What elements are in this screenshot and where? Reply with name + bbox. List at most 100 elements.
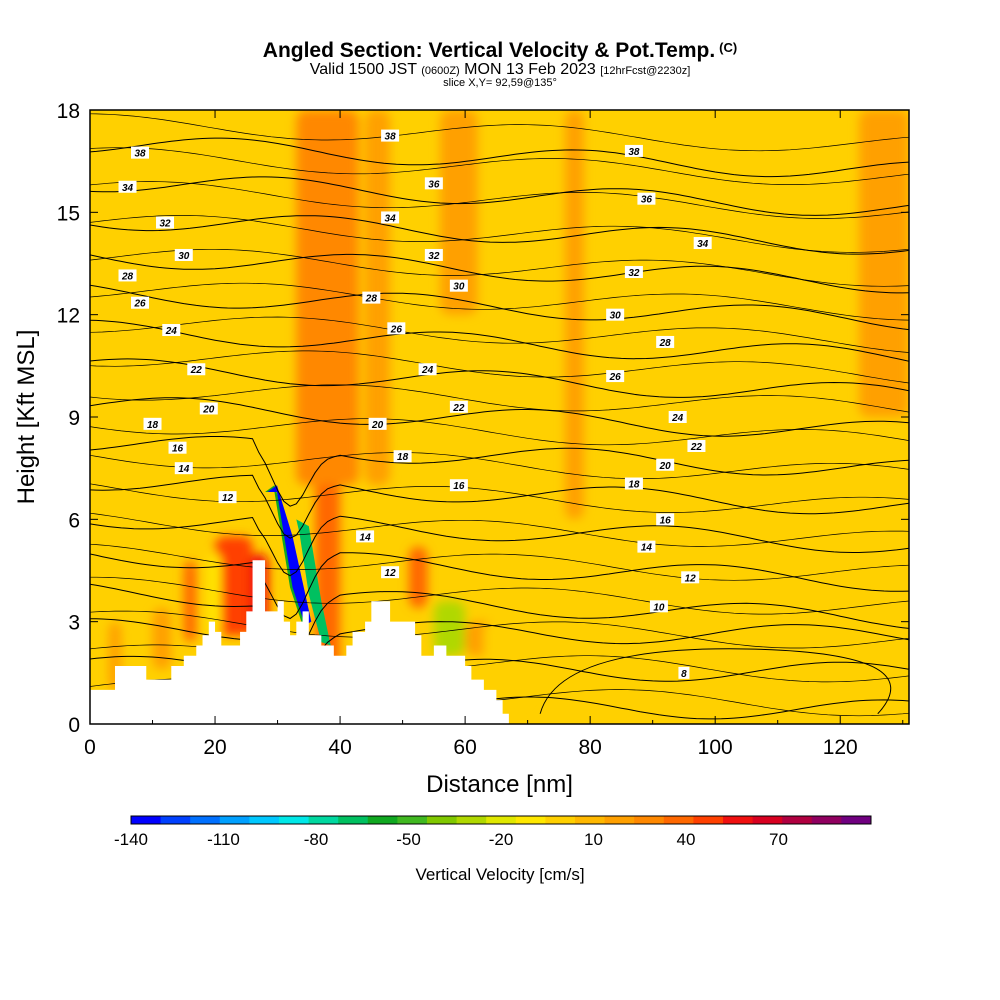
isentrope-line: [90, 215, 909, 255]
isentrope-line: [90, 358, 909, 398]
velocity-cell: [858, 110, 909, 417]
contour-label: 36: [428, 179, 440, 190]
contour-label: 32: [159, 219, 171, 230]
contour-label: 12: [222, 493, 234, 504]
velocity-cell: [627, 212, 647, 520]
x-tick-label: 100: [698, 736, 733, 759]
colorbar-swatch: [308, 816, 339, 824]
isentrope-line: [90, 515, 909, 577]
x-tick-label: 40: [328, 736, 351, 759]
isentrope-line: [90, 512, 909, 547]
contour-label: 30: [453, 282, 465, 293]
contour-label: 36: [641, 195, 653, 206]
isentrope-line: [90, 176, 909, 216]
colorbar-tick-label: -80: [304, 830, 329, 849]
contour-label-bg: [668, 411, 687, 423]
contour-label: 16: [660, 515, 672, 526]
y-tick-label: 15: [57, 202, 80, 225]
isentrope-line: [90, 137, 909, 178]
plot-area: 38 34 32 30 28 26 24 22 20 18 16 14 12 38 36 34 32 30 28 26…: [90, 110, 909, 724]
colorbar-tick-label: 40: [677, 830, 696, 849]
isentrope-line: [90, 474, 909, 539]
colorbar-swatch: [841, 816, 872, 824]
x-tick-label: 120: [823, 736, 858, 759]
isentrope-line: [90, 418, 909, 446]
contour-label: 18: [628, 480, 640, 491]
contour-label-bg: [143, 417, 162, 430]
y-tick-label: 0: [68, 714, 80, 737]
contour-label: 26: [133, 299, 146, 310]
contour-label-bg: [168, 441, 187, 454]
contour-label: 34: [122, 183, 134, 194]
colorbar-tick-label: 10: [584, 830, 603, 849]
colorbar-title: Vertical Velocity [cm/s]: [415, 865, 584, 884]
isentrope-line: [90, 436, 909, 507]
colorbar-swatch: [338, 816, 369, 824]
contour-label: 18: [147, 420, 159, 431]
x-tick-label: 0: [84, 736, 96, 759]
isentrope-line: [90, 618, 909, 702]
isentrope-line: [90, 576, 909, 615]
contour-label: 30: [610, 311, 622, 322]
colorbar-swatch: [752, 816, 783, 824]
colorbar-swatch: [219, 816, 250, 824]
contour-label: 14: [360, 532, 372, 543]
valid-time: Valid 1500 JST (0600Z) MON 13 Feb 2023 […: [309, 61, 691, 78]
velocity-cell: [483, 621, 528, 704]
chart-title: Angled Section: Vertical Velocity & Pot.…: [262, 39, 738, 62]
x-tick-label: 80: [578, 736, 601, 759]
isentrope-line: [90, 248, 909, 287]
velocity-cell: [296, 110, 359, 486]
contour-label-bg: [687, 439, 706, 452]
x-tick-label: 60: [453, 736, 476, 759]
colorbar-swatch: [190, 816, 221, 824]
colorbar: -140 -110 -80 -50 -20 10 40 70 Vertical Velocity…: [114, 815, 872, 884]
slice-info: slice X,Y= 92,59@135°: [443, 77, 557, 89]
colorbar-swatch: [693, 816, 724, 824]
velocity-cell: [215, 536, 253, 636]
contour-label: 24: [165, 326, 178, 337]
contour-label: 28: [365, 294, 378, 305]
isentrope-line: [90, 543, 909, 581]
isentrope-line: [90, 253, 909, 294]
terrain: [90, 560, 534, 724]
colorbar-swatch: [367, 816, 398, 824]
contour-label-bg: [424, 248, 443, 261]
contour-label-bg: [418, 363, 437, 376]
isentrope-line: [90, 552, 909, 620]
colorbar-tick-label: -20: [489, 830, 514, 849]
contour-label: 14: [178, 464, 190, 475]
contour-label: 38: [385, 132, 397, 143]
colorbar-frame: [130, 815, 872, 825]
contour-label: 20: [202, 404, 215, 415]
contour-label: 20: [371, 420, 384, 431]
isentrope-line: [539, 648, 892, 715]
contour-label: 14: [641, 543, 653, 554]
isentrope-line: [90, 583, 909, 665]
contour-label-bg: [656, 335, 675, 348]
contour-label: 16: [172, 444, 184, 455]
colorbar-swatch: [279, 816, 310, 824]
contour-label-bg: [656, 458, 675, 471]
contour-label-bg: [637, 540, 656, 553]
isentrope-line: [90, 319, 909, 362]
contour-label-bg: [156, 216, 175, 229]
colorbar-swatch: [160, 816, 191, 824]
colorbar-swatch: [663, 816, 694, 824]
contour-label-bg: [362, 291, 381, 304]
contour-label-bg: [174, 462, 193, 475]
contour-label: 16: [453, 481, 465, 492]
contour-label-bg: [424, 177, 443, 190]
colorbar-swatch: [545, 816, 576, 824]
colorbar-swatch: [634, 816, 665, 824]
y-axis-title: Height [Kft MSL]: [13, 330, 40, 505]
contour-label: 22: [452, 403, 465, 414]
colorbar-swatch: [456, 816, 487, 824]
contour-label-bg: [387, 322, 406, 335]
contour-labels: 38 34 32 30 28 26 24 22 20 18 16 14 12 38 36 34 32 30 28 26…: [118, 129, 712, 680]
contour-label-bg: [681, 571, 700, 584]
contour-label-bg: [381, 211, 400, 224]
colorbar-swatch: [515, 816, 546, 824]
contour-label-bg: [218, 491, 237, 504]
